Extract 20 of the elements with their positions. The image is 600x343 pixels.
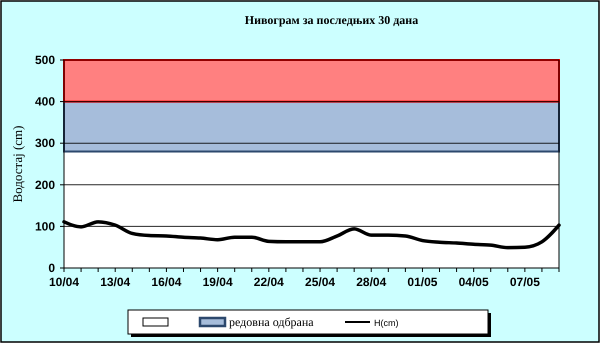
x-tick-label: 01/05: [407, 275, 438, 289]
x-tick-label: 28/04: [356, 275, 387, 289]
y-tick-label: 100: [34, 219, 56, 234]
y-axis-title: Водостај (cm): [10, 125, 25, 203]
y-tick-label: 400: [34, 94, 56, 109]
legend-label: H(cm): [374, 318, 398, 328]
x-tick-label: 16/04: [151, 275, 182, 289]
x-tick-label: 07/05: [510, 275, 540, 289]
x-tick-label: 25/04: [305, 275, 336, 289]
y-tick-label: 300: [34, 136, 56, 150]
x-tick-label: 10/04: [48, 275, 80, 289]
y-tick-label: 0: [48, 261, 56, 275]
chart-title: Нивограм за последњих 30 дана: [244, 13, 418, 27]
x-tick-label: 04/05: [458, 275, 489, 289]
y-tick-label: 500: [34, 53, 56, 67]
x-tick-label: 19/04: [202, 275, 233, 289]
legend-label: редовна одбрана: [229, 315, 314, 329]
x-tick-label: 22/04: [254, 275, 284, 289]
y-tick-label: 200: [34, 178, 56, 192]
x-tick-label: 13/04: [100, 275, 131, 289]
